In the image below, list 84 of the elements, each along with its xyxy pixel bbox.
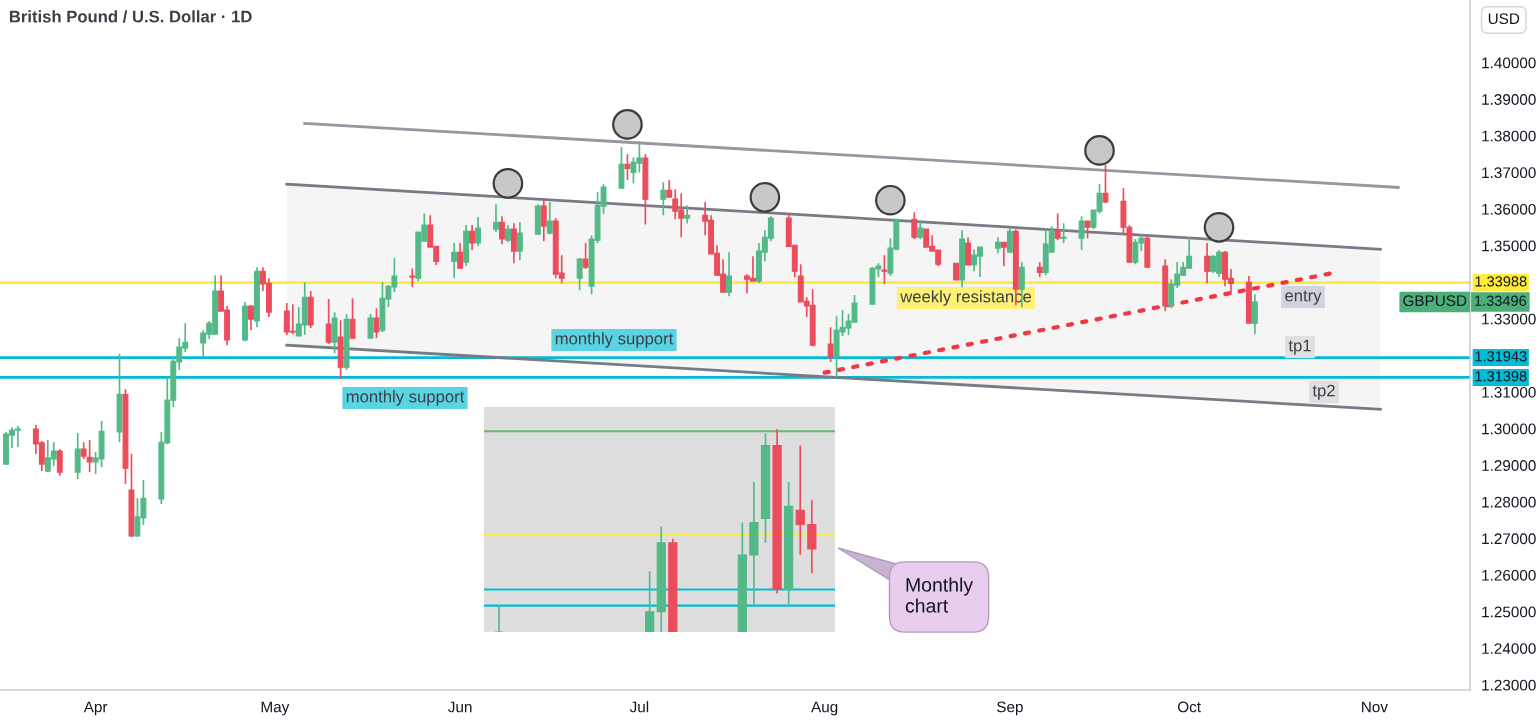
candlestick: [248, 304, 254, 332]
ref-line-label: 1.31398: [1475, 371, 1527, 382]
point: [492, 168, 524, 199]
candlestick: [510, 222, 517, 265]
candlestick: [475, 216, 481, 248]
y-tick-label: 1.38000: [1482, 130, 1536, 142]
candlestick: [546, 201, 553, 236]
candlestick: [1102, 163, 1109, 204]
point: [749, 181, 781, 213]
candlestick: [516, 221, 523, 262]
candlestick: [827, 326, 834, 363]
x-tick-label: Aug: [811, 701, 838, 716]
candlestick: [582, 242, 589, 270]
candlestick: [795, 444, 805, 556]
y-tick-label: 1.23000: [1482, 679, 1536, 691]
candlestick: [965, 236, 971, 266]
text: 1.33496: [1475, 295, 1527, 306]
candlestick: [1060, 222, 1067, 244]
y-tick-label: 1.26000: [1482, 569, 1536, 581]
point: [1084, 135, 1115, 166]
y-tick-label: 1.39000: [1482, 94, 1536, 105]
x-tick-label: Jul: [629, 701, 649, 713]
y-axis-title: USD: [1488, 13, 1520, 25]
y-tick-label: 1.30000: [1482, 423, 1536, 435]
candlestick: [499, 215, 505, 245]
candlestick: [1000, 241, 1007, 267]
candlestick: [624, 153, 631, 181]
annotation: monthly support: [346, 390, 465, 406]
x-tick-label: May: [261, 701, 290, 716]
candlestick: [367, 313, 374, 340]
candlestick: [540, 197, 547, 243]
annotation: monthly support: [555, 332, 674, 348]
candlestick: [1054, 212, 1061, 241]
y-tick-label: 1.33000: [1482, 313, 1536, 325]
y-tick-label: 1.28000: [1482, 496, 1536, 508]
point: [875, 184, 906, 216]
y-tick-label: 1.25000: [1482, 606, 1536, 618]
x-tick-label: Oct: [1177, 701, 1201, 713]
candlestick: [457, 242, 464, 270]
x-tick-label: Jun: [448, 701, 472, 713]
x-tick-label: Nov: [1362, 701, 1388, 713]
candlestick: [349, 297, 356, 340]
annotation: entry: [1285, 290, 1322, 305]
candlestick: [56, 448, 63, 477]
x-tick-label: Sep: [996, 701, 1023, 716]
candlestick: [1204, 242, 1211, 285]
x-tick-label: Apr: [83, 701, 108, 716]
candlestick: [660, 181, 667, 217]
candlestick: [881, 254, 888, 285]
candlestick: [726, 251, 732, 297]
candlestick: [325, 298, 332, 345]
candlestick: [917, 219, 924, 240]
y-tick-label: 1.29000: [1482, 460, 1536, 471]
ref-line-label: 1.31943: [1475, 351, 1527, 362]
point: [612, 109, 643, 140]
y-tick-label: 1.40000: [1482, 57, 1536, 69]
candlestick: [576, 257, 583, 292]
chart-title: British Pound / U.S. Dollar · 1D: [9, 10, 252, 23]
candlestick: [469, 224, 476, 251]
ref-line-label: 1.33988: [1475, 276, 1527, 287]
candlestick: [493, 203, 499, 233]
candlestick: [645, 570, 655, 632]
candlestick: [1251, 293, 1258, 336]
candlestick: [451, 242, 458, 280]
annotation: Monthly chart: [905, 577, 974, 613]
annotation: tp1: [1288, 339, 1311, 355]
y-tick-label: 1.35000: [1482, 240, 1536, 252]
candlestick: [684, 204, 691, 225]
y-tick-label: 1.27000: [1482, 533, 1536, 545]
candlestick: [1006, 227, 1013, 254]
candlestick: [86, 439, 93, 474]
y-tick-label: 1.31000: [1482, 386, 1536, 398]
annotation: tp2: [1312, 384, 1335, 400]
annotation: GBPUSD: [1403, 295, 1467, 307]
candlestick: [911, 211, 918, 240]
y-tick-label: 1.37000: [1482, 167, 1536, 179]
candlestick: [409, 267, 416, 288]
candlestick: [74, 432, 81, 480]
y-tick-label: 1.24000: [1482, 643, 1536, 654]
candlestick: [1078, 215, 1085, 251]
candlestick: [618, 146, 625, 189]
candlestick: [373, 307, 380, 340]
point: [1203, 211, 1235, 243]
y-tick-label: 1.36000: [1482, 203, 1536, 215]
